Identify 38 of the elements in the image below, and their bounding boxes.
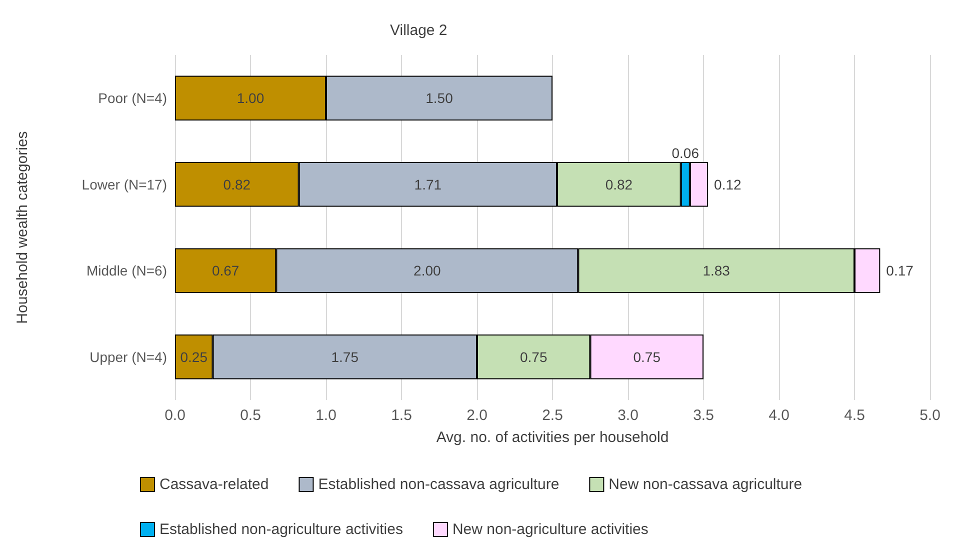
data-label: 0.25 <box>180 348 208 365</box>
data-label: 0.75 <box>633 348 661 365</box>
data-label: 0.17 <box>886 262 914 279</box>
data-label: 1.50 <box>426 90 454 106</box>
x-tick-label: 4.0 <box>768 407 790 424</box>
data-label: 0.82 <box>223 176 251 192</box>
data-label: 0.75 <box>520 348 548 365</box>
legend-label: New non-cassava agriculture <box>608 476 802 493</box>
x-tick-label: 1.0 <box>316 407 336 424</box>
x-tick-label: 4.5 <box>844 407 865 424</box>
data-label: 0.67 <box>212 262 240 279</box>
chart-title: Village 2 <box>390 22 448 39</box>
data-label: 0.82 <box>605 176 633 192</box>
y-tick-label: Lower (N=17) <box>82 176 167 192</box>
x-tick-label: 3.5 <box>693 407 714 424</box>
data-label: 1.75 <box>331 348 359 365</box>
legend-label: Established non-cassava agriculture <box>318 476 560 493</box>
legend-label: New non-agriculture activities <box>452 521 648 538</box>
data-label: 1.71 <box>414 176 442 192</box>
x-tick-label: 0.5 <box>240 407 261 424</box>
x-tick-label: 0.0 <box>164 407 186 424</box>
legend-label: Established non-agriculture activities <box>160 521 403 538</box>
data-label: 2.00 <box>414 262 442 279</box>
x-tick-label: 1.5 <box>391 407 412 424</box>
y-tick-label: Middle (N=6) <box>86 262 167 279</box>
y-tick-label: Poor (N=4) <box>98 90 167 106</box>
x-axis-title: Avg. no. of activities per household <box>436 429 669 446</box>
data-label: 1.83 <box>702 262 730 279</box>
legend-label: Cassava-related <box>160 476 269 493</box>
x-tick-label: 2.5 <box>542 407 563 424</box>
y-axis-title: Household wealth categories <box>14 131 31 324</box>
x-tick-label: 2.0 <box>466 407 488 424</box>
data-label: 1.00 <box>236 90 264 106</box>
x-tick-label: 3.0 <box>618 407 638 424</box>
y-tick-label: Upper (N=4) <box>90 348 167 365</box>
data-label: 0.12 <box>714 176 742 192</box>
x-tick-label: 5.0 <box>920 407 940 424</box>
data-label: 0.06 <box>672 144 700 161</box>
